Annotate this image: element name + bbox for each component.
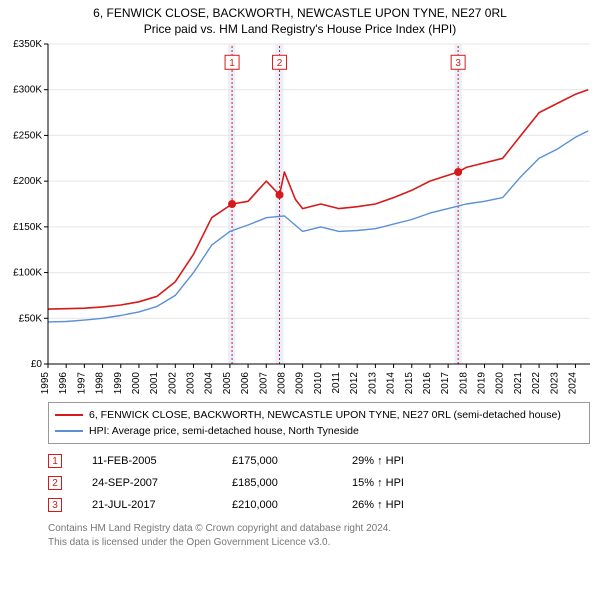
marker-delta: 29% ↑ HPI xyxy=(352,455,472,467)
footer: Contains HM Land Registry data © Crown c… xyxy=(48,522,590,549)
svg-text:2024: 2024 xyxy=(567,372,578,395)
svg-text:£100K: £100K xyxy=(13,268,42,279)
chart-area: £0 £50K £100K £150K £200K £250K £300K £350K 1995… xyxy=(0,38,600,398)
legend-swatch xyxy=(55,414,83,416)
marker-row: 3 21-JUL-2017£210,00026% ↑ HPI xyxy=(48,494,590,516)
svg-text:2007: 2007 xyxy=(258,372,269,395)
marker-date: 11-FEB-2005 xyxy=(92,455,232,467)
marker-badge: 2 xyxy=(48,476,62,490)
svg-text:1: 1 xyxy=(229,58,235,69)
legend-label: HPI: Average price, semi-detached house,… xyxy=(89,425,359,437)
svg-text:£0: £0 xyxy=(31,359,43,370)
svg-text:2003: 2003 xyxy=(186,372,197,395)
svg-text:2010: 2010 xyxy=(313,372,324,395)
marker-date: 21-JUL-2017 xyxy=(92,499,232,511)
svg-text:£350K: £350K xyxy=(13,39,42,50)
title-block: 6, FENWICK CLOSE, BACKWORTH, NEWCASTLE U… xyxy=(0,0,600,38)
svg-text:2015: 2015 xyxy=(404,372,415,395)
svg-text:£200K: £200K xyxy=(13,176,42,187)
svg-text:1999: 1999 xyxy=(113,372,124,395)
svg-text:2020: 2020 xyxy=(495,372,506,395)
svg-text:2021: 2021 xyxy=(513,372,524,395)
marker-price: £175,000 xyxy=(232,455,352,467)
svg-text:2002: 2002 xyxy=(167,372,178,395)
svg-text:2009: 2009 xyxy=(295,372,306,395)
svg-text:2011: 2011 xyxy=(331,372,342,394)
marker-badge: 3 xyxy=(48,498,62,512)
marker-delta: 26% ↑ HPI xyxy=(352,499,472,511)
svg-text:2018: 2018 xyxy=(458,372,469,395)
svg-text:2001: 2001 xyxy=(149,372,160,395)
title-line1: 6, FENWICK CLOSE, BACKWORTH, NEWCASTLE U… xyxy=(4,6,596,20)
svg-text:2005: 2005 xyxy=(222,372,233,395)
svg-text:£300K: £300K xyxy=(13,85,42,96)
svg-text:2000: 2000 xyxy=(131,372,142,395)
svg-text:£150K: £150K xyxy=(13,222,42,233)
svg-text:2017: 2017 xyxy=(440,372,451,395)
marker-delta: 15% ↑ HPI xyxy=(352,477,472,489)
svg-text:2012: 2012 xyxy=(349,372,360,395)
footer-line1: Contains HM Land Registry data © Crown c… xyxy=(48,522,590,536)
legend-label: 6, FENWICK CLOSE, BACKWORTH, NEWCASTLE U… xyxy=(89,409,561,421)
svg-text:2016: 2016 xyxy=(422,372,433,395)
svg-text:2014: 2014 xyxy=(386,372,397,395)
svg-text:3: 3 xyxy=(455,58,461,69)
svg-text:2023: 2023 xyxy=(549,372,560,395)
legend: 6, FENWICK CLOSE, BACKWORTH, NEWCASTLE U… xyxy=(48,402,590,444)
svg-text:1998: 1998 xyxy=(95,372,106,395)
marker-price: £185,000 xyxy=(232,477,352,489)
svg-text:2006: 2006 xyxy=(240,372,251,395)
marker-row: 1 11-FEB-2005£175,00029% ↑ HPI xyxy=(48,450,590,472)
svg-text:1996: 1996 xyxy=(58,372,69,395)
svg-text:1995: 1995 xyxy=(40,372,51,395)
svg-text:2019: 2019 xyxy=(477,372,488,395)
footer-line2: This data is licensed under the Open Gov… xyxy=(48,536,590,550)
svg-text:2: 2 xyxy=(277,58,283,69)
marker-badge: 1 xyxy=(48,454,62,468)
legend-row: HPI: Average price, semi-detached house,… xyxy=(55,423,583,439)
legend-row: 6, FENWICK CLOSE, BACKWORTH, NEWCASTLE U… xyxy=(55,407,583,423)
svg-text:2022: 2022 xyxy=(531,372,542,395)
chart-svg: £0 £50K £100K £150K £200K £250K £300K £350K 1995… xyxy=(0,38,600,398)
svg-text:2004: 2004 xyxy=(204,372,215,395)
legend-swatch xyxy=(55,430,83,432)
svg-text:£250K: £250K xyxy=(13,130,42,141)
svg-text:2013: 2013 xyxy=(367,372,378,395)
marker-date: 24-SEP-2007 xyxy=(92,477,232,489)
chart-container: 6, FENWICK CLOSE, BACKWORTH, NEWCASTLE U… xyxy=(0,0,600,549)
svg-text:£50K: £50K xyxy=(19,313,43,324)
markers-table: 1 11-FEB-2005£175,00029% ↑ HPI 2 24-SEP-200… xyxy=(48,450,590,516)
svg-text:1997: 1997 xyxy=(76,372,87,395)
svg-text:2008: 2008 xyxy=(276,372,287,395)
marker-row: 2 24-SEP-2007£185,00015% ↑ HPI xyxy=(48,472,590,494)
title-line2: Price paid vs. HM Land Registry's House … xyxy=(4,22,596,36)
marker-price: £210,000 xyxy=(232,499,352,511)
